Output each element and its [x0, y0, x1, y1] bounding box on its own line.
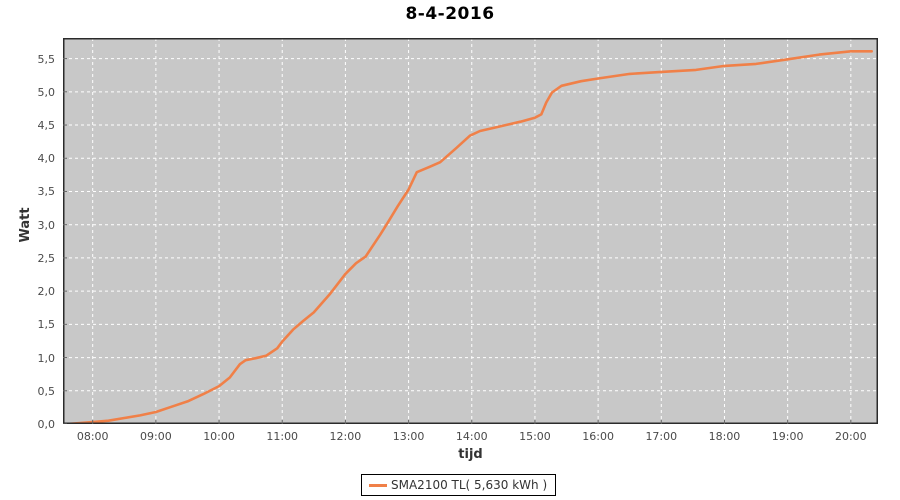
gridlines [63, 38, 878, 424]
x-tick-label: 08:00 [76, 430, 109, 443]
x-tick-label: 17:00 [645, 430, 678, 443]
legend-label: SMA2100 TL( 5,630 kWh ) [391, 478, 548, 492]
plot-area [63, 38, 878, 424]
x-tick-label: 14:00 [455, 430, 488, 443]
y-tick-label: 4,5 [37, 119, 56, 133]
y-tick-label: 2,0 [37, 285, 56, 299]
y-tick-label: 3,5 [37, 185, 56, 199]
y-tick-label: 5,5 [37, 52, 56, 66]
x-tick-label: 10:00 [203, 430, 235, 443]
data-line-sma2100 [64, 50, 874, 424]
chart-title: 8-4-2016 [405, 4, 495, 24]
legend-line-icon [369, 483, 387, 487]
y-tick-label: 1,5 [37, 318, 56, 332]
x-tick-label: 15:00 [519, 430, 551, 443]
x-axis-title: tijd [458, 447, 483, 462]
x-tick-label: 13:00 [392, 430, 425, 443]
x-tick-label: 20:00 [834, 430, 867, 443]
plot-border [63, 38, 878, 424]
x-tick-label: 16:00 [582, 430, 614, 443]
y-tick-label: 0,5 [37, 384, 56, 398]
tick-marks [63, 58, 852, 424]
chart-svg [63, 38, 878, 424]
x-tick-label: 18:00 [708, 430, 741, 443]
y-tick-label: 3,0 [37, 218, 56, 232]
y-tick-label: 4,0 [37, 152, 56, 166]
x-tick-label: 11:00 [266, 430, 299, 443]
plot-background [63, 38, 878, 424]
x-tick-label: 19:00 [771, 430, 804, 443]
x-tick-label: 09:00 [140, 430, 172, 443]
y-tick-label: 1,0 [37, 351, 56, 365]
y-tick-label: 5,0 [37, 85, 56, 99]
y-tick-label: 0,0 [37, 418, 56, 431]
y-tick-label: 2,5 [37, 251, 56, 265]
x-tick-label: 12:00 [329, 430, 362, 443]
legend-box: SMA2100 TL( 5,630 kWh ) [361, 474, 557, 496]
